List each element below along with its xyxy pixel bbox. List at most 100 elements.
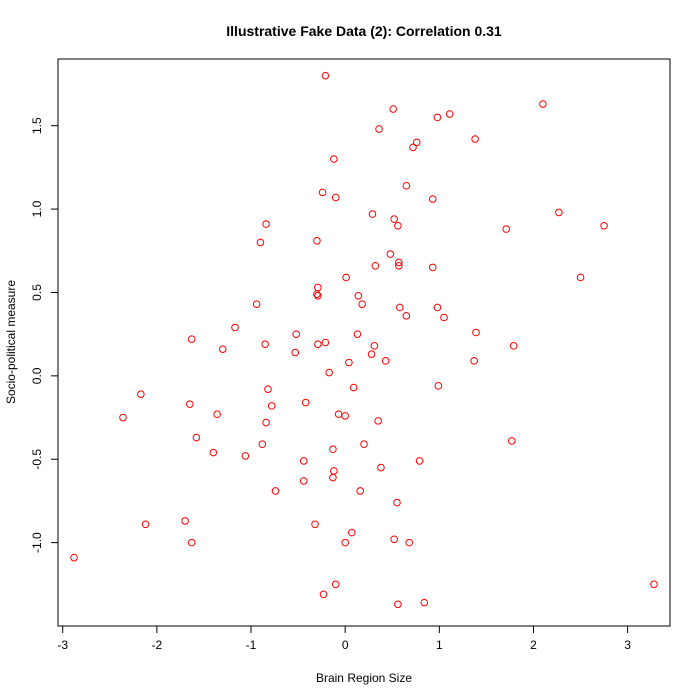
data-point	[141, 520, 150, 529]
data-point	[472, 328, 480, 337]
data-point	[209, 448, 218, 457]
data-point	[192, 433, 201, 442]
x-tick-label: 2	[530, 638, 537, 652]
data-point	[415, 457, 424, 465]
data-point	[405, 538, 413, 547]
data-point	[471, 135, 479, 143]
x-axis-label: Brain Region Size	[316, 671, 412, 685]
data-point	[213, 410, 221, 419]
data-point	[394, 221, 402, 230]
data-point	[386, 250, 395, 258]
data-point	[374, 417, 382, 425]
data-point	[576, 273, 585, 282]
data-point	[341, 538, 349, 547]
data-point	[299, 477, 308, 485]
data-point	[292, 330, 301, 338]
data-point	[267, 402, 276, 410]
data-point	[393, 498, 401, 507]
data-point	[371, 261, 380, 270]
data-point	[650, 580, 658, 589]
data-point	[119, 413, 127, 422]
data-point	[187, 335, 196, 343]
x-tick-label: 0	[342, 638, 349, 652]
data-point	[258, 440, 267, 449]
y-tick-label: 1.0	[30, 200, 44, 217]
data-point	[470, 357, 478, 365]
y-axis-label: Socio-political measure	[4, 280, 18, 404]
data-point	[395, 303, 404, 312]
data-point	[262, 220, 270, 228]
data-point	[314, 340, 322, 348]
data-point	[313, 290, 321, 298]
data-point	[329, 445, 337, 454]
plot-frame	[57, 58, 671, 627]
data-point	[313, 236, 321, 245]
data-point	[445, 110, 454, 118]
data-point	[539, 100, 547, 108]
data-point	[241, 452, 250, 460]
x-tick-label: -3	[57, 638, 68, 652]
data-point	[395, 258, 403, 267]
data-point	[390, 215, 398, 223]
data-point	[318, 188, 327, 197]
data-point	[70, 553, 78, 562]
y-tick-label: 1.5	[30, 117, 44, 134]
data-point	[330, 155, 338, 163]
data-point	[321, 71, 330, 80]
data-point	[252, 300, 261, 308]
data-point	[299, 457, 308, 465]
data-point	[368, 210, 377, 218]
data-point	[186, 400, 194, 409]
data-point	[370, 342, 379, 350]
data-point	[321, 338, 330, 347]
x-tick-label: 3	[624, 638, 631, 652]
x-tick-label: -2	[152, 638, 163, 652]
data-point	[555, 208, 563, 217]
data-point	[342, 273, 350, 282]
data-point	[433, 303, 442, 312]
data-point	[367, 350, 376, 358]
data-point	[301, 398, 310, 407]
data-point	[377, 463, 385, 472]
data-point	[502, 225, 510, 233]
data-point	[187, 538, 196, 547]
data-point	[354, 292, 363, 300]
data-point	[420, 598, 429, 607]
data-point	[256, 238, 265, 247]
data-point	[218, 345, 227, 353]
data-point	[375, 125, 383, 133]
data-point	[319, 590, 328, 599]
data-point	[356, 487, 365, 495]
data-point	[271, 487, 280, 495]
y-axis: -1.0 -0.5 0.0 0.5 1.0 1.5	[30, 117, 58, 553]
data-point	[331, 580, 340, 589]
data-point	[231, 323, 239, 332]
data-point	[389, 105, 397, 113]
data-point	[394, 600, 402, 609]
x-tick-label: 1	[436, 638, 443, 652]
data-point	[261, 340, 269, 348]
data-point	[433, 113, 442, 122]
data-point	[360, 440, 368, 449]
data-point	[358, 300, 366, 308]
data-point	[428, 195, 437, 203]
x-tick-label: -1	[246, 638, 257, 652]
data-point	[341, 412, 349, 420]
data-point	[264, 385, 272, 393]
y-tick-label: -0.5	[30, 449, 44, 470]
data-point	[381, 357, 390, 365]
data-point	[311, 520, 319, 529]
data-point	[262, 418, 270, 427]
data-point	[402, 312, 411, 320]
data-point	[349, 383, 358, 392]
x-axis: -3 -2 -1 0 1 2 3	[57, 626, 631, 652]
data-point	[329, 473, 337, 482]
data-point	[402, 181, 411, 190]
y-tick-label: -1.0	[30, 532, 44, 553]
data-point	[353, 330, 362, 338]
data-point	[434, 382, 443, 390]
data-point	[347, 528, 356, 537]
data-point	[137, 390, 145, 399]
data-point	[600, 221, 608, 230]
